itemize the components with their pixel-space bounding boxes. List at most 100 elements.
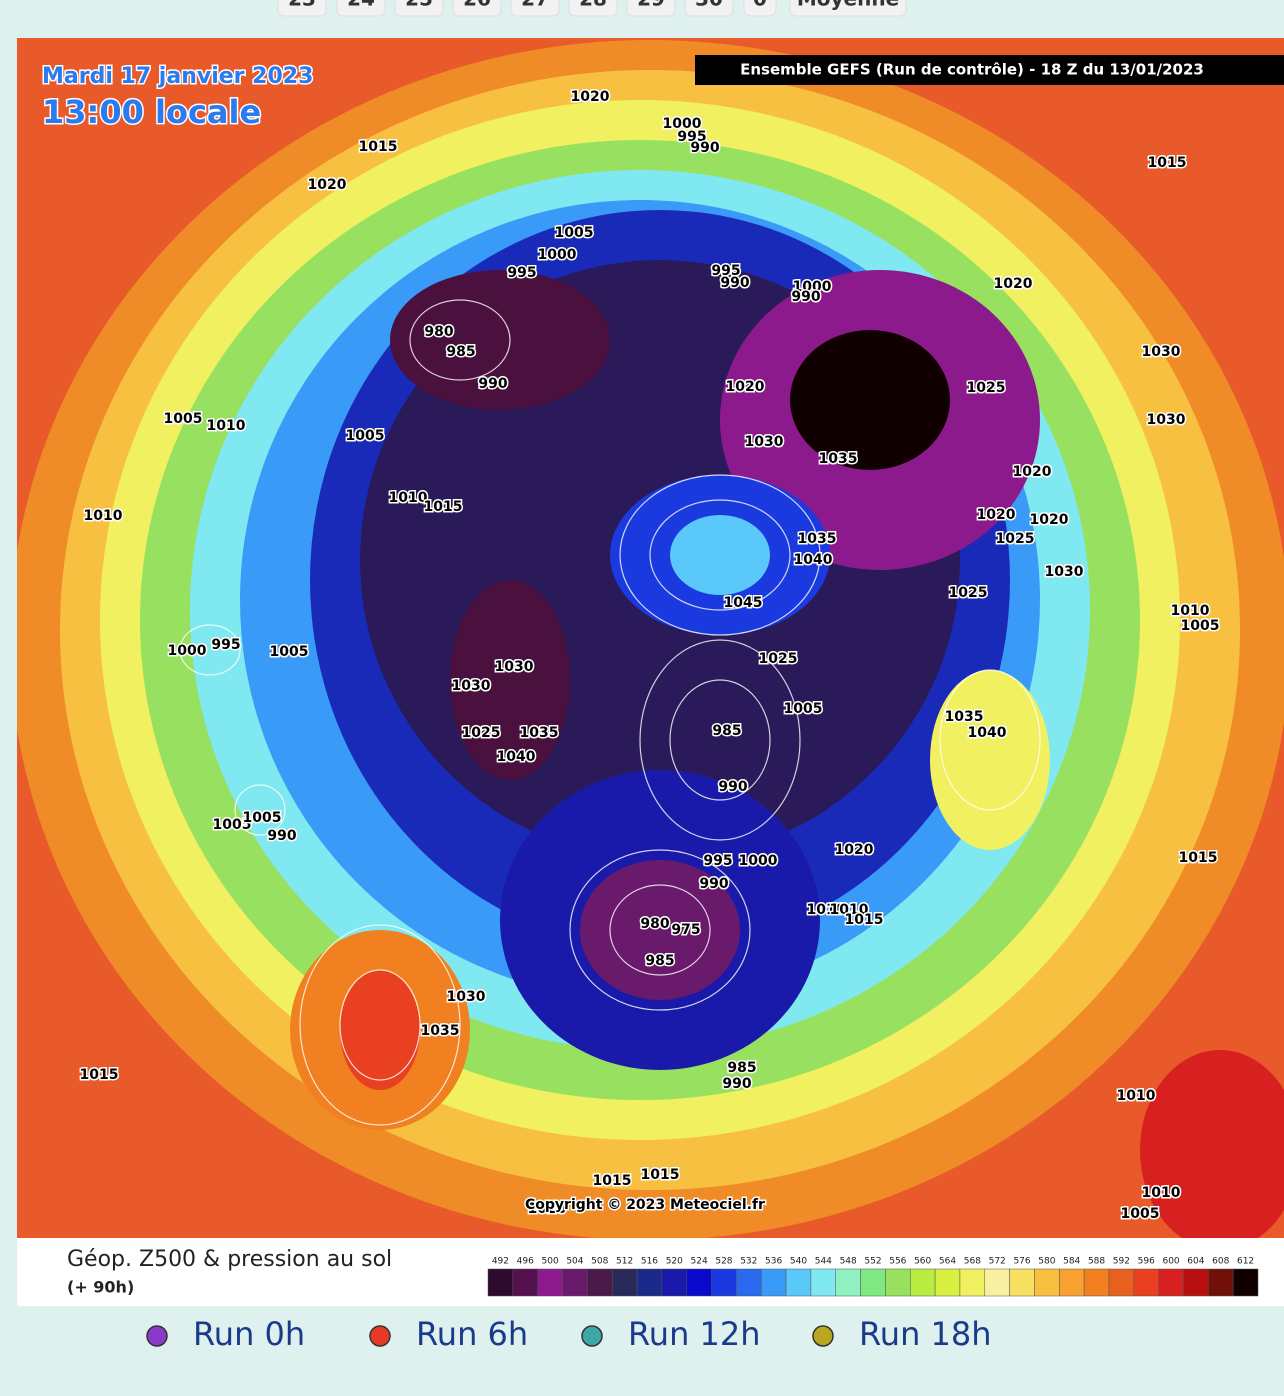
pressure-label: 990 — [699, 876, 728, 892]
scale-label: 496 — [517, 1257, 534, 1267]
nav-button — [789, 0, 907, 17]
pressure-label: 1010 — [389, 490, 428, 506]
pressure-label: 1010 — [1142, 1185, 1181, 1201]
scale-label: 612 — [1237, 1257, 1254, 1267]
map-header: Ensemble GEFS (Run de contrôle) - 18 Z d… — [740, 61, 1204, 79]
pressure-label: 1015 — [359, 139, 398, 155]
scale-swatch — [1083, 1268, 1110, 1297]
nav-button — [336, 0, 386, 17]
scale-swatch — [959, 1268, 986, 1297]
pressure-label: 1020 — [528, 1201, 567, 1217]
scale-label: 492 — [492, 1257, 509, 1267]
pressure-label: 1010 — [830, 902, 869, 918]
pressure-label: 995 — [711, 263, 740, 279]
scale-swatch — [760, 1268, 787, 1297]
scale-label: 568 — [964, 1257, 981, 1267]
nav-button-label[interactable]: 24 — [347, 0, 375, 11]
pressure-label: 990 — [720, 275, 749, 291]
copyright: Copyright © 2023 Meteociel.fr — [525, 1197, 765, 1213]
run-label: Run 12h — [628, 1315, 761, 1353]
nav-button-label[interactable]: 0 — [753, 0, 767, 11]
pressure-label: 1025 — [949, 585, 988, 601]
scale-swatch — [835, 1268, 861, 1297]
scale-swatch — [984, 1268, 1010, 1297]
nav-button-label[interactable]: 25 — [405, 0, 433, 11]
scale-label: 596 — [1138, 1257, 1155, 1267]
pressure-label: 990 — [267, 828, 296, 844]
scale-swatch — [487, 1268, 514, 1297]
pressure-label: 1005 — [346, 428, 385, 444]
nav-button-label[interactable]: 28 — [579, 0, 607, 11]
scale-swatch — [885, 1268, 911, 1297]
pressure-label: 1005 — [1121, 1206, 1160, 1222]
pressure-label: 1020 — [835, 842, 874, 858]
scale-label: 592 — [1113, 1257, 1130, 1267]
scale-swatch — [785, 1268, 812, 1297]
scale-label: 604 — [1187, 1257, 1204, 1267]
nav-button-label[interactable]: 30 — [695, 0, 723, 11]
pressure-label: 1005 — [164, 411, 203, 427]
nav-button — [452, 0, 502, 17]
scale-swatch — [1158, 1268, 1184, 1297]
nav-button — [626, 0, 676, 17]
pressure-label: 1015 — [1148, 155, 1187, 171]
nav-button-label[interactable]: 26 — [463, 0, 491, 11]
scale-swatch — [686, 1268, 712, 1297]
scale-label: 508 — [591, 1257, 608, 1267]
scale-label: 504 — [566, 1257, 583, 1267]
scale-swatch — [1009, 1268, 1035, 1297]
scale-label: 576 — [1013, 1257, 1030, 1267]
scale-label: 532 — [740, 1257, 757, 1267]
run-label: Run 18h — [859, 1315, 992, 1353]
pressure-label: 1035 — [520, 725, 559, 741]
scale-swatch — [587, 1268, 613, 1297]
pressure-label: 975 — [671, 922, 700, 938]
run-legend: Run 0h Run 6h Run 12h Run 18h — [146, 1315, 992, 1353]
nav-button-label[interactable]: 29 — [637, 0, 665, 11]
scale-label: 556 — [889, 1257, 906, 1267]
scale-swatch — [1183, 1268, 1209, 1297]
nav-button — [394, 0, 444, 17]
pressure-label: 1020 — [977, 507, 1016, 523]
pressure-label: 1020 — [726, 379, 765, 395]
pressure-label: 1005 — [555, 225, 594, 241]
scale-swatch — [611, 1268, 638, 1297]
scale-swatch — [860, 1268, 886, 1297]
map-time: 13:00 locale — [42, 93, 261, 131]
pressure-label: 1005 — [1181, 618, 1220, 634]
nav-button — [277, 0, 327, 17]
pressure-label: 1020 — [994, 276, 1033, 292]
nav-button-label[interactable]: 23 — [288, 0, 316, 11]
run-label: Run 6h — [416, 1315, 528, 1353]
run-marker — [369, 1325, 391, 1347]
pressure-label: 980 — [640, 916, 669, 932]
scale-swatch — [1133, 1268, 1159, 1297]
pressure-label: 995 — [211, 637, 240, 653]
scale-label: 584 — [1063, 1257, 1080, 1267]
pressure-label: 1005 — [784, 701, 823, 717]
pressure-label: 1005 — [243, 810, 282, 826]
scale-label: 528 — [715, 1257, 732, 1267]
pressure-label: 1030 — [495, 659, 534, 675]
scale-swatch — [910, 1268, 936, 1297]
nav-button-label[interactable]: 27 — [521, 0, 549, 11]
pressure-label: 995 — [507, 265, 536, 281]
pressure-label: 1010 — [1117, 1088, 1156, 1104]
nav-button-label[interactable]: Moyenne — [797, 0, 899, 11]
pressure-label: 985 — [446, 344, 475, 360]
scale-swatch — [934, 1268, 961, 1297]
pressure-label: 1000 — [663, 116, 702, 132]
pressure-label: 1015 — [641, 1167, 680, 1183]
scale-label: 500 — [542, 1257, 559, 1267]
scale-swatch — [1059, 1268, 1085, 1297]
scale-swatch — [1232, 1268, 1259, 1297]
pressure-label: 1015 — [424, 499, 463, 515]
pressure-label: 1020 — [571, 89, 610, 105]
pressure-label: 1040 — [497, 749, 536, 765]
map-date: Mardi 17 janvier 2023 — [42, 64, 313, 89]
pressure-label: 1025 — [759, 651, 798, 667]
pressure-label: 1015 — [80, 1067, 119, 1083]
pressure-label: 1010 — [807, 902, 846, 918]
